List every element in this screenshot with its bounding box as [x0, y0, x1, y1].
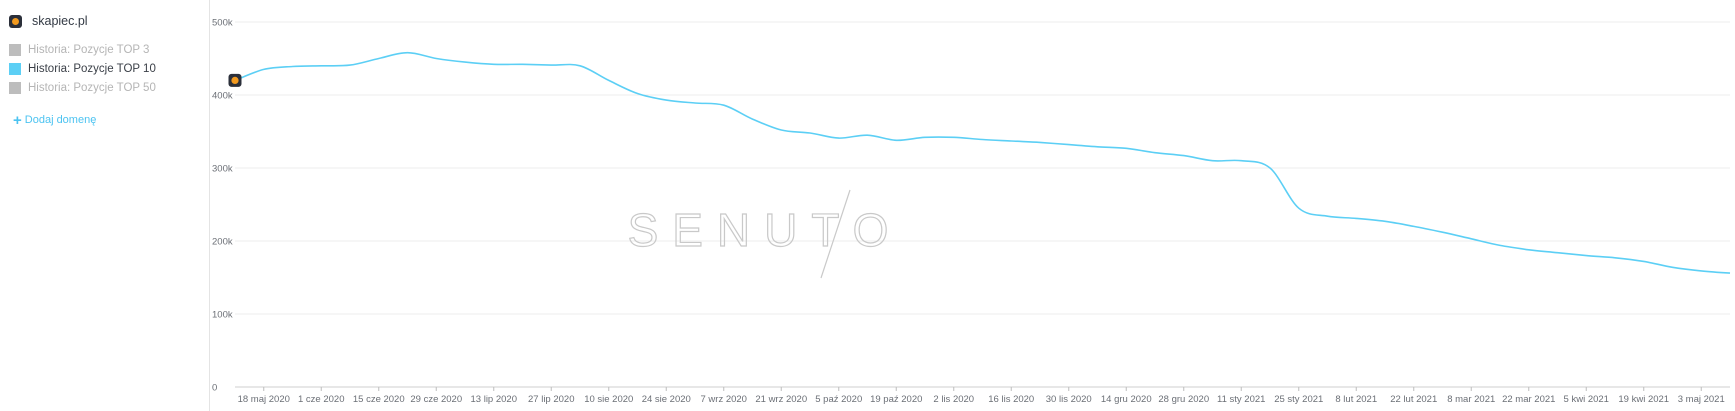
x-tick-label: 22 lut 2021 [1390, 394, 1437, 405]
x-tick-label: 2 lis 2020 [933, 394, 974, 405]
line-chart: 0 100k 200k 300k 400k 500k 18 maj 2020 1 cze 2… [212, 18, 1731, 405]
x-axis: 18 maj 2020 1 cze 2020 15 cze 2020 29 cze 2… [238, 387, 1725, 405]
marker-dot [231, 76, 239, 84]
plus-icon: + [13, 111, 22, 129]
x-tick-label: 24 sie 2020 [642, 394, 691, 405]
x-tick-label: 25 sty 2021 [1274, 394, 1323, 405]
x-tick-label: 5 kwi 2021 [1564, 394, 1609, 405]
x-tick-label: 5 paź 2020 [815, 394, 862, 405]
legend-label-top10: Historia: Pozycje TOP 10 [28, 62, 156, 75]
x-tick-label: 3 maj 2021 [1678, 394, 1725, 405]
x-tick-label: 7 wrz 2020 [701, 394, 747, 405]
watermark-slash [820, 189, 851, 279]
legend-item-top50[interactable]: Historia: Pozycje TOP 50 [9, 78, 156, 97]
series-layer [234, 51, 1731, 274]
x-tick-label: 22 mar 2021 [1502, 394, 1555, 405]
x-tick-label: 14 gru 2020 [1101, 394, 1152, 405]
legend-swatch-top10 [9, 62, 21, 75]
legend-label-top3: Historia: Pozycje TOP 3 [28, 43, 150, 56]
skapiec-logo-icon [9, 14, 22, 28]
legend: Historia: Pozycje TOP 3 Historia: Pozycj… [9, 40, 156, 97]
x-tick-label: 21 wrz 2020 [755, 394, 807, 405]
y-tick-label: 500k [212, 18, 233, 29]
x-tick-label: 10 sie 2020 [584, 394, 633, 405]
x-tick-label: 16 lis 2020 [988, 394, 1034, 405]
x-tick-label: 30 lis 2020 [1046, 394, 1092, 405]
y-tick-label: 0 [212, 383, 217, 394]
series-line-top10 [234, 51, 1731, 274]
watermark: SENUTO [627, 189, 903, 279]
y-tick-label: 300k [212, 164, 233, 175]
chart-grid [235, 21, 1730, 388]
domain-label: skapiec.pl [32, 14, 88, 28]
x-tick-label: 19 kwi 2021 [1618, 394, 1669, 405]
x-tick-label: 11 sty 2021 [1217, 394, 1265, 405]
y-axis: 0 100k 200k 300k 400k 500k [212, 18, 233, 394]
legend-item-top10[interactable]: Historia: Pozycje TOP 10 [9, 59, 156, 78]
x-tick-label: 18 maj 2020 [238, 394, 290, 405]
x-tick-label: 8 mar 2021 [1447, 394, 1495, 405]
y-tick-label: 100k [212, 310, 233, 321]
y-tick-label: 200k [212, 237, 233, 248]
x-tick-label: 29 cze 2020 [410, 394, 462, 405]
x-tick-label: 1 cze 2020 [298, 394, 344, 405]
add-domain-label: Dodaj domenę [24, 114, 97, 126]
watermark-text: SENUTO [628, 204, 903, 256]
legend-swatch-top3 [9, 43, 21, 56]
x-tick-label: 8 lut 2021 [1335, 394, 1377, 405]
legend-label-top50: Historia: Pozycje TOP 50 [28, 81, 156, 94]
skapiec-logo-icon[interactable] [228, 73, 242, 87]
marker-layer [228, 73, 242, 87]
y-tick-label: 400k [212, 91, 233, 102]
domain-row[interactable]: skapiec.pl [9, 14, 88, 28]
x-tick-label: 27 lip 2020 [528, 394, 574, 405]
x-tick-label: 19 paź 2020 [870, 394, 922, 405]
add-domain-button[interactable]: + Dodaj domenę [13, 111, 97, 129]
sidebar: skapiec.pl Historia: Pozycje TOP 3 Histo… [0, 0, 210, 411]
legend-item-top3[interactable]: Historia: Pozycje TOP 3 [9, 40, 156, 59]
legend-swatch-top50 [9, 81, 21, 94]
x-tick-label: 28 gru 2020 [1158, 394, 1209, 405]
x-tick-label: 13 lip 2020 [471, 394, 517, 405]
x-tick-label: 15 cze 2020 [353, 394, 405, 405]
